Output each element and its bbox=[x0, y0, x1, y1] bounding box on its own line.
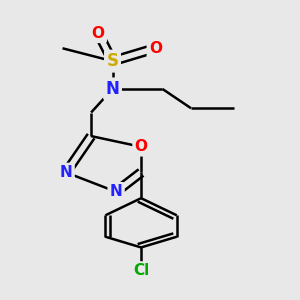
Text: Cl: Cl bbox=[133, 263, 149, 278]
Text: S: S bbox=[106, 52, 119, 70]
Text: O: O bbox=[92, 26, 105, 41]
Text: N: N bbox=[60, 165, 73, 180]
Text: O: O bbox=[149, 41, 162, 56]
Text: N: N bbox=[110, 184, 122, 199]
Text: N: N bbox=[106, 80, 119, 98]
Text: O: O bbox=[135, 139, 148, 154]
